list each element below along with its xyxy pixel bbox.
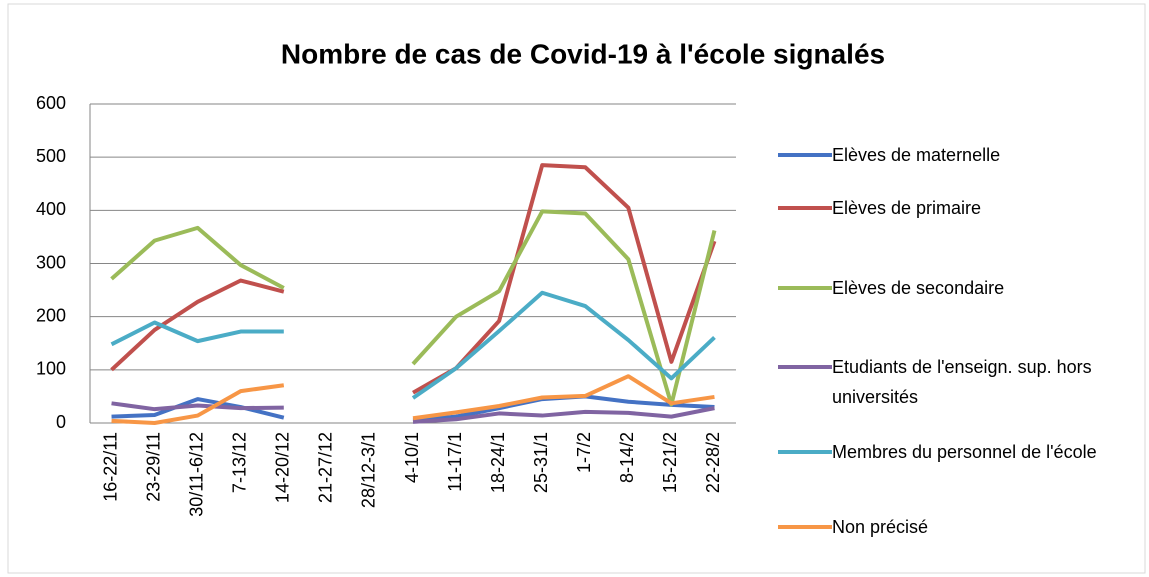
x-tick-label: 30/11-6/12 [186, 432, 206, 517]
y-tick-label: 0 [56, 412, 66, 432]
x-tick-label: 15-21/2 [660, 432, 680, 493]
x-tick-label: 22-28/2 [703, 432, 723, 493]
x-tick-label: 1-7/2 [574, 432, 594, 473]
legend-item: Non précisé [778, 512, 1138, 542]
legend-item: Etudiants de l'enseign. sup. hors univer… [778, 352, 1138, 412]
y-tick-label: 400 [36, 199, 66, 219]
series-line [111, 374, 715, 425]
y-tick-label: 200 [36, 305, 66, 325]
legend-label: Etudiants de l'enseign. sup. hors univer… [832, 357, 1092, 407]
legend-swatch [778, 153, 832, 157]
x-tick-label: 16-22/11 [100, 432, 120, 502]
x-tick-label: 28/12-3/1 [359, 432, 379, 508]
legend-item: Membres du personnel de l'école [778, 437, 1138, 467]
legend-swatch [778, 525, 832, 529]
series-line [110, 290, 716, 400]
legend-item: Elèves de primaire [778, 193, 1138, 223]
x-tick-label: 21-27/12 [316, 432, 336, 503]
frame [7, 3, 1146, 574]
legend-swatch [778, 286, 832, 290]
x-tick-label: 11-17/1 [445, 432, 465, 492]
legend-swatch [778, 206, 832, 210]
y-tick-label: 600 [36, 93, 66, 113]
x-tick-label: 8-14/2 [617, 432, 637, 483]
y-tick-label: 300 [36, 252, 66, 272]
legend-label: Membres du personnel de l'école [832, 442, 1097, 462]
legend-label: Elèves de maternelle [832, 145, 1001, 165]
legend-label: Non précisé [832, 517, 929, 537]
y-tick-label: 100 [36, 359, 66, 379]
x-tick-label: 18-24/1 [488, 432, 508, 493]
x-tick-label: 25-31/1 [531, 432, 551, 493]
legend-item: Elèves de maternelle [778, 140, 1138, 170]
legend-swatch [778, 365, 832, 369]
x-tick-label: 14-20/12 [273, 432, 293, 503]
legend-label: Elèves de primaire [832, 198, 982, 218]
y-tick-label: 500 [36, 146, 66, 166]
legend-label: Elèves de secondaire [832, 278, 1005, 298]
x-tick-label: 4-10/1 [402, 432, 422, 483]
legend-swatch [778, 450, 832, 454]
series-line [111, 401, 715, 424]
series-line [110, 163, 717, 395]
series-line [110, 209, 717, 407]
legend-item: Elèves de secondaire [778, 273, 1138, 303]
x-tick-label: 23-29/11 [143, 432, 163, 502]
x-tick-label: 7-13/12 [229, 432, 249, 493]
chart-title: Nombre de cas de Covid-19 à l'école sign… [281, 38, 885, 69]
